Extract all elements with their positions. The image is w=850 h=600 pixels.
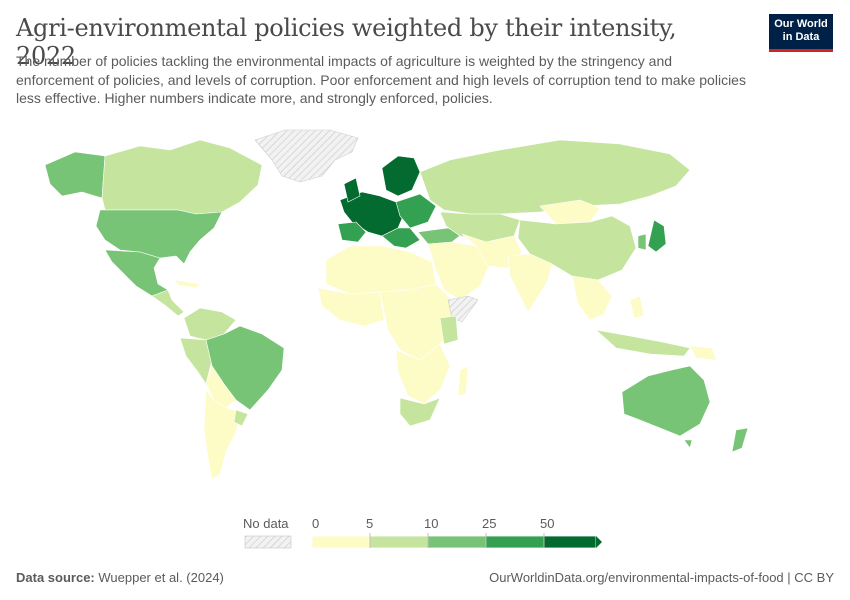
source-value: Wuepper et al. (2024) <box>98 570 224 585</box>
logo-line-2: in Data <box>782 31 820 43</box>
region-mongolia[interactable] <box>539 199 601 225</box>
region-alaska[interactable] <box>44 151 106 199</box>
legend-tick-3: 25 <box>482 516 496 531</box>
legend-bin-0[interactable] <box>311 535 371 549</box>
region-south-africa[interactable] <box>399 397 441 427</box>
region-madagascar[interactable] <box>457 365 469 397</box>
legend-tick-4: 50 <box>540 516 554 531</box>
region-scandinavia[interactable] <box>381 155 421 197</box>
region-japan[interactable] <box>647 219 667 253</box>
chart-subtitle: The number of policies tackling the envi… <box>16 53 746 106</box>
region-canada[interactable] <box>101 139 263 215</box>
region-russia[interactable] <box>419 139 691 215</box>
legend-arrow-tip <box>596 536 602 548</box>
region-southeast-asia[interactable] <box>571 275 613 321</box>
region-iberia[interactable] <box>337 221 367 243</box>
region-philippines[interactable] <box>629 295 645 319</box>
region-png[interactable] <box>689 345 717 361</box>
region-kenya[interactable] <box>439 315 459 345</box>
map-legend: No data 0 5 10 25 50 <box>240 514 620 554</box>
region-tasmania[interactable] <box>683 439 693 449</box>
source-label: Data source: <box>16 570 95 585</box>
legend-tick-0: 0 <box>312 516 319 531</box>
region-southern-africa[interactable] <box>395 343 451 405</box>
region-new-zealand[interactable] <box>731 427 749 453</box>
region-somalia[interactable] <box>447 295 479 323</box>
region-turkey[interactable] <box>417 227 463 245</box>
region-central-america[interactable] <box>151 289 185 317</box>
logo-line-1: Our World <box>774 18 828 30</box>
region-colombia[interactable] <box>183 307 237 341</box>
region-north-africa[interactable] <box>325 245 437 295</box>
legend-bin-4[interactable] <box>543 535 597 549</box>
region-west-africa[interactable] <box>317 287 385 327</box>
legend-bin-1[interactable] <box>369 535 429 549</box>
region-caribbean[interactable] <box>174 279 201 289</box>
region-italy-balkans[interactable] <box>381 227 421 249</box>
legend-graphic: No data 0 5 10 25 50 <box>243 516 602 549</box>
region-australia[interactable] <box>621 365 711 437</box>
region-middle-east[interactable] <box>427 241 491 301</box>
region-argentina[interactable] <box>203 389 241 481</box>
legend-tick-2: 10 <box>424 516 438 531</box>
legend-bin-2[interactable] <box>427 535 487 549</box>
region-indonesia[interactable] <box>595 329 691 357</box>
region-usa[interactable] <box>95 209 223 265</box>
source-note: Data source: Wuepper et al. (2024) <box>16 570 224 585</box>
region-uk[interactable] <box>343 177 361 203</box>
world-map[interactable] <box>0 120 850 510</box>
owid-logo[interactable]: Our World in Data <box>769 14 833 52</box>
region-eastern-europe[interactable] <box>395 193 437 229</box>
region-uruguay[interactable] <box>233 409 249 427</box>
region-india[interactable] <box>507 253 553 313</box>
legend-bin-3[interactable] <box>485 535 545 549</box>
region-greenland[interactable] <box>254 129 359 183</box>
legend-no-data-label: No data <box>243 516 289 531</box>
legend-no-data-swatch[interactable] <box>244 535 292 549</box>
source-link[interactable]: OurWorldinData.org/environmental-impacts… <box>489 570 834 585</box>
chart-title: Agri-environmental policies weighted by … <box>16 14 677 70</box>
legend-tick-1: 5 <box>366 516 373 531</box>
region-korea[interactable] <box>637 233 647 251</box>
